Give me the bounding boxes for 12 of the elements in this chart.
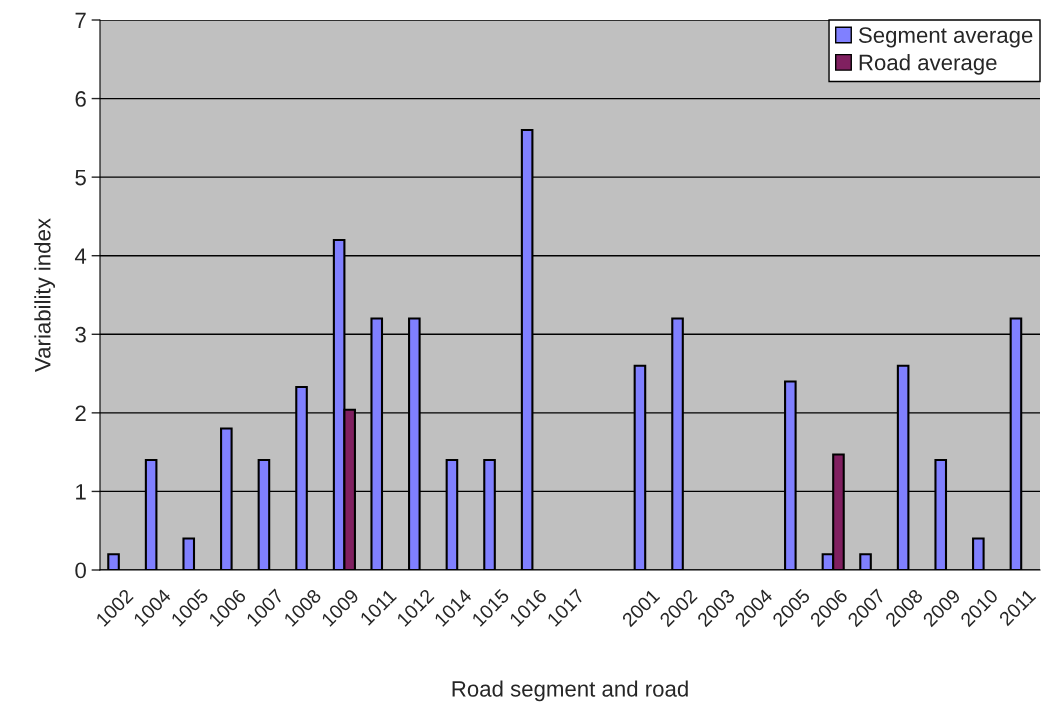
y-axis-title: Variability index bbox=[34, 218, 55, 372]
y-tick-label: 0 bbox=[75, 562, 86, 579]
y-tick-label: 3 bbox=[75, 326, 86, 343]
legend-label: Road average bbox=[859, 54, 997, 75]
y-tick-label: 2 bbox=[75, 405, 86, 421]
y-tick-label: 4 bbox=[74, 248, 87, 264]
y-tick-label: 7 bbox=[75, 12, 86, 29]
x-axis-title: Road segment and road bbox=[452, 680, 688, 702]
legend-label: Segment average bbox=[858, 27, 1033, 48]
y-tick-label: 1 bbox=[76, 484, 86, 500]
y-tick-label: 5 bbox=[75, 169, 86, 186]
y-tick-label: 6 bbox=[75, 91, 86, 107]
